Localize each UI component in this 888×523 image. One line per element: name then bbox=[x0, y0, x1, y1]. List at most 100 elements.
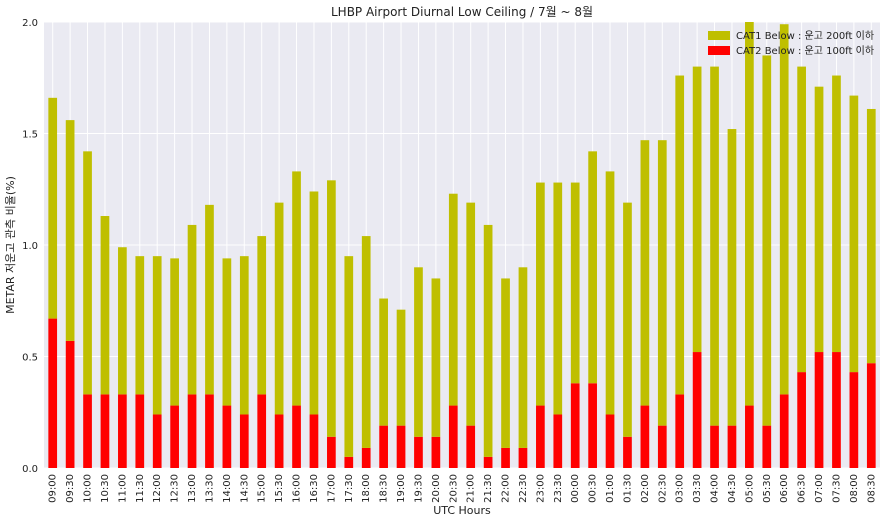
bar-cat1 bbox=[866, 108, 876, 364]
bar-cat1 bbox=[501, 278, 510, 448]
bar-cat2 bbox=[570, 383, 580, 468]
x-tick-label: 23:30 bbox=[553, 474, 564, 503]
bar-cat2 bbox=[518, 447, 528, 468]
bar-cat1 bbox=[727, 129, 737, 426]
bar-cat2 bbox=[274, 414, 284, 468]
bar-cat1 bbox=[675, 75, 685, 395]
bar-cat1 bbox=[814, 86, 824, 353]
bar-cat1 bbox=[187, 224, 197, 395]
bar-cat2 bbox=[675, 394, 685, 468]
x-tick-label: 07:00 bbox=[814, 474, 825, 503]
bar-cat2 bbox=[239, 414, 249, 468]
bar-cat2 bbox=[692, 352, 702, 468]
bar-cat1 bbox=[779, 24, 789, 395]
bar-cat1 bbox=[623, 202, 632, 437]
bar-cat1 bbox=[379, 298, 388, 426]
x-tick-label: 19:00 bbox=[396, 474, 407, 503]
bar-cat2 bbox=[361, 447, 371, 468]
y-tick-label: 0.5 bbox=[22, 353, 38, 364]
bar-cat2 bbox=[100, 394, 110, 468]
bar-cat2 bbox=[727, 425, 737, 468]
bar-cat1 bbox=[553, 182, 563, 415]
bar-cat1 bbox=[605, 171, 615, 415]
bar-cat1 bbox=[762, 55, 772, 426]
bar-cat2 bbox=[779, 394, 789, 468]
bar-cat2 bbox=[187, 394, 197, 468]
x-tick-label: 20:30 bbox=[448, 474, 459, 503]
bar-cat1 bbox=[135, 256, 145, 395]
x-tick-label: 01:30 bbox=[622, 474, 633, 503]
bar-cat2 bbox=[745, 405, 754, 468]
x-tick-label: 16:30 bbox=[309, 474, 320, 503]
x-tick-label: 22:30 bbox=[518, 474, 529, 503]
x-tick-label: 02:30 bbox=[657, 474, 668, 503]
bar-cat2 bbox=[396, 425, 406, 468]
y-tick-label: 1.0 bbox=[22, 241, 38, 252]
bar-cat1 bbox=[448, 193, 458, 406]
x-tick-label: 18:30 bbox=[379, 474, 390, 503]
bar-cat1 bbox=[466, 202, 476, 426]
legend-swatch-cat1 bbox=[708, 31, 730, 40]
y-tick-label: 0.0 bbox=[22, 464, 38, 475]
x-tick-label: 17:00 bbox=[326, 474, 337, 503]
bar-cat2 bbox=[448, 405, 458, 468]
y-axis-ticks: 0.0 0.5 1.0 1.5 2.0 bbox=[22, 18, 38, 475]
bar-cat1 bbox=[710, 66, 719, 426]
bar-cat1 bbox=[588, 151, 597, 384]
x-tick-label: 03:30 bbox=[692, 474, 703, 503]
bar-cat2 bbox=[832, 352, 841, 468]
x-tick-label: 12:30 bbox=[170, 474, 181, 503]
chart-title: LHBP Airport Diurnal Low Ceiling / 7월 ~ … bbox=[331, 5, 593, 19]
legend-label-cat1: CAT1 Below : 운고 200ft 이하 bbox=[736, 29, 874, 42]
x-tick-label: 11:00 bbox=[117, 474, 128, 503]
bar-cat1 bbox=[344, 256, 354, 457]
bar-cat2 bbox=[762, 425, 772, 468]
bar-cat1 bbox=[361, 236, 371, 448]
bar-cat1 bbox=[640, 140, 650, 406]
bar-cat1 bbox=[431, 278, 441, 437]
bar-cat2 bbox=[170, 405, 179, 468]
x-tick-label: 16:00 bbox=[292, 474, 303, 503]
bar-cat1 bbox=[327, 180, 336, 437]
bar-cat2 bbox=[379, 425, 388, 468]
legend-swatch-cat2 bbox=[708, 46, 730, 55]
bar-cat2 bbox=[657, 425, 667, 468]
bar-cat2 bbox=[344, 456, 354, 468]
x-tick-label: 14:00 bbox=[222, 474, 233, 503]
x-tick-label: 19:30 bbox=[413, 474, 424, 503]
bar-cat1 bbox=[518, 267, 528, 448]
bar-cat1 bbox=[849, 95, 859, 373]
bar-cat2 bbox=[118, 394, 127, 468]
x-tick-label: 18:00 bbox=[361, 474, 372, 503]
bar-cat2 bbox=[710, 425, 719, 468]
bar-cat2 bbox=[588, 383, 597, 468]
bar-cat2 bbox=[640, 405, 650, 468]
x-tick-label: 00:00 bbox=[570, 474, 581, 503]
bar-cat2 bbox=[849, 372, 859, 468]
bar-cat1 bbox=[657, 140, 667, 426]
bar-cat2 bbox=[292, 405, 301, 468]
x-tick-label: 04:30 bbox=[727, 474, 738, 503]
bar-cat1 bbox=[692, 66, 702, 353]
bar-cat1 bbox=[274, 202, 284, 415]
bars bbox=[48, 22, 876, 468]
bar-cat1 bbox=[257, 236, 267, 395]
x-tick-label: 05:30 bbox=[762, 474, 773, 503]
x-axis-ticks: 09:00 09:30 10:00 10:30 11:00 11:30 12:00 12:30… bbox=[48, 474, 878, 503]
bar-cat2 bbox=[152, 414, 162, 468]
x-tick-label: 15:30 bbox=[274, 474, 285, 503]
bar-cat2 bbox=[866, 363, 876, 468]
x-tick-label: 06:00 bbox=[779, 474, 790, 503]
x-tick-label: 08:00 bbox=[849, 474, 860, 503]
bar-cat2 bbox=[48, 318, 58, 468]
x-tick-label: 20:00 bbox=[431, 474, 442, 503]
x-tick-label: 17:30 bbox=[344, 474, 355, 503]
bar-cat2 bbox=[205, 394, 214, 468]
bar-cat2 bbox=[814, 352, 824, 468]
x-tick-label: 01:00 bbox=[605, 474, 616, 503]
bar-cat1 bbox=[745, 22, 754, 406]
bar-cat1 bbox=[536, 182, 545, 406]
bar-cat1 bbox=[100, 216, 110, 395]
x-tick-label: 11:30 bbox=[135, 474, 146, 503]
